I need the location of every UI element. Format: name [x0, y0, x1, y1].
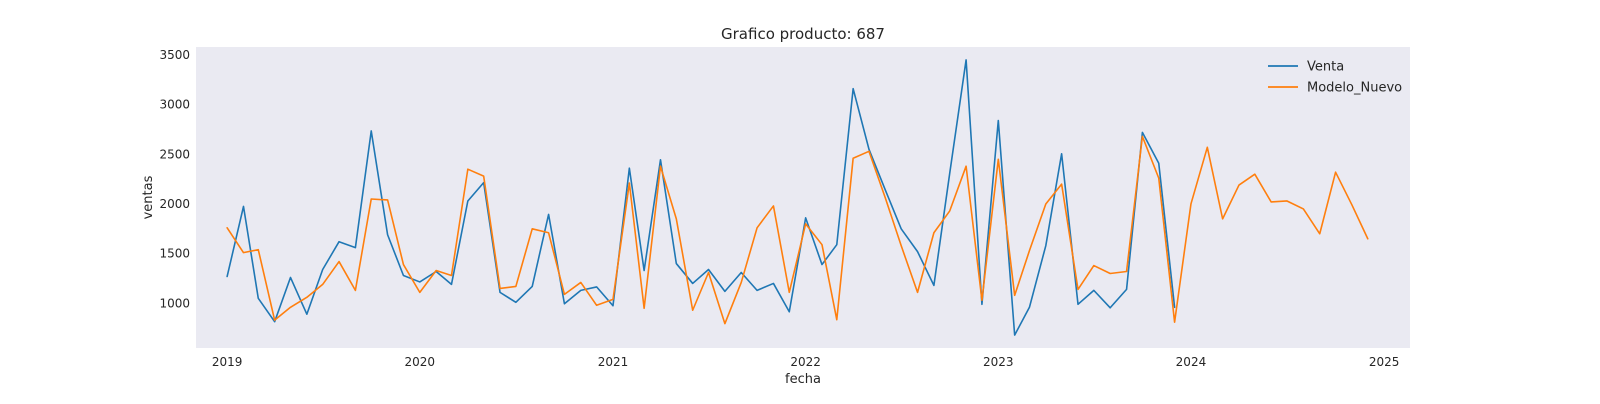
- y-tick-label: 3500: [159, 48, 190, 62]
- y-tick-label: 1000: [159, 296, 190, 310]
- y-tick-label: 1500: [159, 247, 190, 261]
- series-lines: [226, 59, 1369, 336]
- y-tick-label: 2000: [159, 197, 190, 211]
- x-axis: 2019 2020 2021 2022 2023 2024 2025: [212, 355, 1400, 369]
- x-tick-label: 2025: [1369, 355, 1400, 369]
- x-tick-label: 2024: [1176, 355, 1207, 369]
- x-tick-label: 2019: [212, 355, 243, 369]
- chart-title: Grafico producto: 687: [721, 25, 885, 43]
- x-axis-label: fecha: [785, 372, 821, 387]
- legend-label: Venta: [1307, 60, 1344, 75]
- series-line-modelo-nuevo: [226, 135, 1369, 325]
- y-axis-label: ventas: [141, 175, 156, 219]
- legend: Venta Modelo_Nuevo: [1268, 60, 1402, 96]
- x-tick-label: 2020: [405, 355, 436, 369]
- legend-label: Modelo_Nuevo: [1307, 81, 1402, 96]
- y-axis: 1000 1500 2000 2500 3000 3500: [159, 48, 190, 310]
- x-tick-label: 2021: [598, 355, 629, 369]
- series-line-venta: [226, 59, 1176, 336]
- y-tick-label: 3000: [159, 98, 190, 112]
- x-tick-label: 2023: [983, 355, 1014, 369]
- y-tick-label: 2500: [159, 147, 190, 161]
- x-tick-label: 2022: [790, 355, 821, 369]
- plot-area: [196, 47, 1410, 348]
